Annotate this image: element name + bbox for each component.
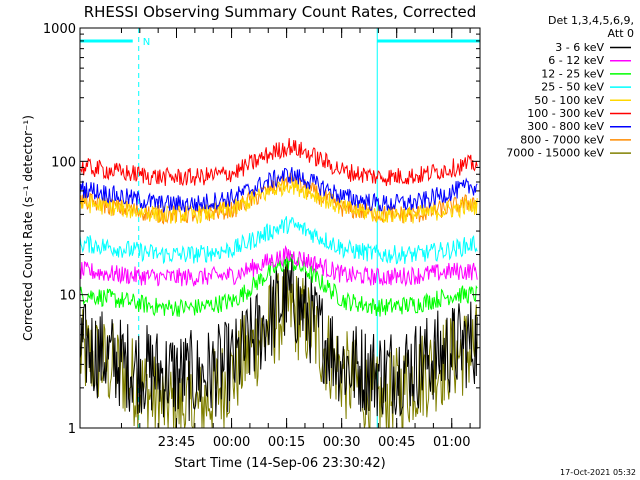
night-label: N: [143, 37, 150, 48]
x-tick-label: 00:30: [323, 435, 360, 450]
legend-header-line-2: Att 0: [608, 27, 634, 40]
x-axis-label: Start Time (14-Sep-06 23:30:42): [174, 456, 385, 471]
y-tick-label: 1: [68, 422, 76, 437]
ticks: 1 10 100 1000 23:45 00:00 00:15 00:30 00:45 01:00: [43, 22, 480, 450]
legend-label: 800 - 7000 keV: [520, 133, 604, 146]
legend-header-line-1: Det 1,3,4,5,6,9,: [548, 14, 634, 27]
y-axis-label: Corrected Count Rate (s⁻¹ detector⁻¹): [21, 115, 35, 341]
legend-label: 3 - 6 keV: [555, 41, 604, 54]
legend-label: 7000 - 15000 keV: [506, 147, 604, 160]
y-tick-label: 100: [51, 155, 76, 170]
x-tick-label: 00:45: [378, 435, 415, 450]
series-line-800-7000-kev: [79, 172, 478, 225]
legend-label: 300 - 800 keV: [527, 120, 604, 133]
series-line-3-6-kev: [79, 254, 478, 422]
series-line-25-50-kev: [79, 216, 478, 265]
x-tick-label: 00:15: [268, 435, 305, 450]
legend-label: 100 - 300 keV: [527, 107, 604, 120]
legend-label: 6 - 12 keV: [548, 54, 604, 67]
x-tick-label: 01:00: [433, 435, 470, 450]
x-tick-label: 00:00: [213, 435, 250, 450]
series-line-6-12-kev: [79, 245, 478, 287]
footer-timestamp: 17-Oct-2021 05:32: [560, 468, 636, 477]
series-line-300-800-kev: [79, 167, 478, 213]
x-tick-label: 23:45: [158, 435, 195, 450]
y-tick-label: 1000: [43, 22, 76, 37]
y-tick-label: 10: [59, 289, 76, 304]
series-layer: [79, 138, 478, 429]
legend-label: 25 - 50 keV: [541, 81, 604, 94]
chart-title: RHESSI Observing Summary Count Rates, Co…: [84, 3, 477, 21]
axes: [79, 27, 481, 429]
legend-label: 12 - 25 keV: [541, 67, 604, 80]
series-line-100-300-kev: [79, 138, 478, 187]
legend-label: 50 - 100 keV: [534, 94, 604, 107]
plot-frame: [79, 27, 481, 429]
